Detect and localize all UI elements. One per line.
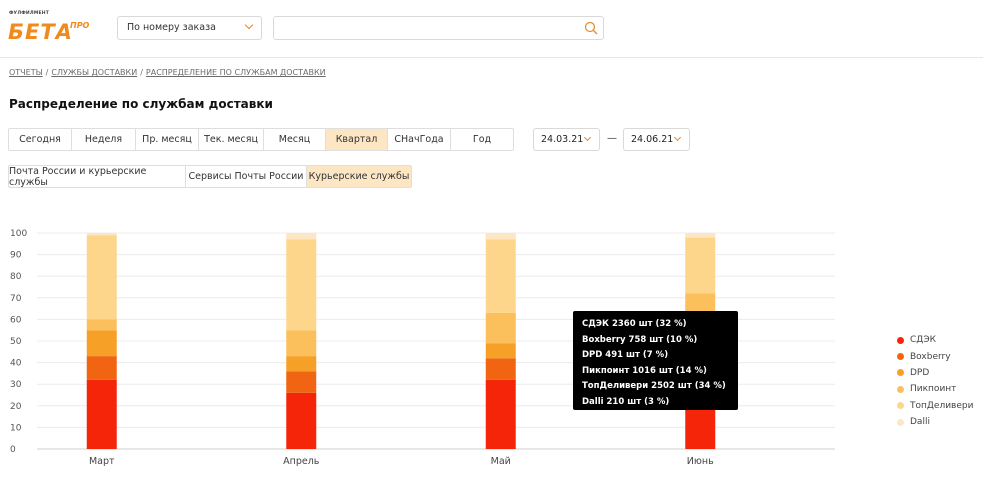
y-tick-label: 0 (10, 445, 16, 455)
bar-segment (286, 356, 317, 372)
bar-segment (685, 237, 716, 294)
legend-label: Dalli (910, 417, 930, 428)
bar-segment (286, 371, 317, 393)
stacked-bar-chart: 0 10 20 30 40 50 60 70 80 90 100 Март Апрель Май Июнь (10, 229, 835, 467)
y-tick-label: 30 (10, 380, 22, 390)
x-tick-label: Апрель (283, 456, 320, 467)
bar-segment (485, 239, 516, 313)
period-month-button[interactable]: Месяц (264, 129, 326, 150)
breadcrumb-item-delivery-services[interactable]: СЛУЖБЫ ДОСТАВКИ (51, 68, 138, 77)
tooltip-line: Dalli 210 шт (3 %) (582, 396, 670, 407)
tooltip-line: СДЭК 2360 шт (32 %) (582, 319, 687, 329)
service-filter: Почта России и курьерские службы Сервисы… (8, 165, 412, 188)
legend-color-dot (897, 369, 904, 377)
order-type-value: По номеру заказа (127, 22, 216, 33)
bar-segment (485, 379, 516, 449)
chevron-down-icon (583, 133, 592, 142)
legend-item[interactable]: Пикпоинт (897, 381, 973, 397)
date-from-value: 24.03.21 (541, 134, 584, 145)
date-to-value: 24.06.21 (631, 134, 674, 145)
period-week-button[interactable]: Неделя (72, 129, 136, 150)
search-input[interactable] (280, 18, 580, 41)
x-tick-label: Май (491, 456, 511, 467)
chart-legend: СДЭК Boxberry DPD Пикпоинт ТопДеливери D… (897, 332, 973, 430)
period-prev-month-button[interactable]: Пр. месяц (136, 129, 199, 150)
bar-segment (485, 343, 516, 359)
bar-segment (685, 233, 716, 238)
legend-color-dot (897, 336, 904, 344)
legend-item[interactable]: DPD (897, 365, 973, 381)
bar-segment (286, 233, 317, 240)
date-to-select[interactable]: 24.06.21 (623, 128, 690, 151)
period-quarter-button[interactable]: Квартал (326, 129, 388, 150)
top-header: ФУЛФИЛМЕНТ БЕТА ПРО По номеру заказа (0, 0, 983, 58)
x-tick-label: Март (89, 456, 115, 467)
y-tick-label: 90 (10, 251, 22, 261)
bar-segment (86, 330, 117, 357)
y-tick-label: 10 (10, 423, 22, 433)
breadcrumb-item-distribution[interactable]: РАСПРЕДЕЛЕНИЕ ПО СЛУЖБАМ ДОСТАВКИ (145, 68, 326, 77)
date-range-separator: — (607, 133, 617, 144)
tooltip-line: Пикпоинт 1016 шт (14 %) (582, 365, 707, 376)
chevron-down-icon (673, 133, 682, 142)
bar-segment (86, 356, 117, 380)
chevron-down-icon (244, 20, 254, 30)
breadcrumb: ОТЧЕТЫ / СЛУЖБЫ ДОСТАВКИ / РАСПРЕДЕЛЕНИЕ ПО … (9, 68, 326, 77)
chart-tooltip: СДЭК 2360 шт (32 %) Boxberry 758 шт (10 … (573, 311, 738, 410)
period-year-button[interactable]: Год (472, 134, 492, 145)
tooltip-line: DPD 491 шт (7 %) (582, 350, 669, 360)
breadcrumb-item-reports[interactable]: ОТЧЕТЫ (9, 68, 43, 77)
search-icon[interactable] (584, 21, 598, 35)
page-title: Распределение по службам доставки (9, 97, 273, 111)
tooltip-line: ТопДеливери 2502 шт (34 %) (582, 381, 726, 391)
y-tick-label: 100 (10, 229, 27, 239)
tooltip-line: Boxberry 758 шт (10 %) (582, 334, 698, 345)
period-selector: Сегодня Неделя Пр. месяц Тек. месяц Меся… (8, 128, 514, 151)
bar-segment (286, 330, 317, 357)
bar-segment (86, 379, 117, 449)
legend-label: СДЭК (910, 335, 936, 346)
period-current-month-button[interactable]: Тек. месяц (199, 129, 264, 150)
logo-pro-text: ПРО (70, 21, 90, 30)
legend-color-dot (897, 385, 904, 393)
bar-segment (485, 358, 516, 380)
period-ytd-button[interactable]: СНачГода (388, 129, 451, 150)
bar-segment (286, 239, 317, 331)
legend-item[interactable]: ТопДеливери (897, 398, 973, 414)
y-tick-label: 40 (10, 359, 22, 369)
order-type-select[interactable]: По номеру заказа (117, 16, 262, 40)
search-box (273, 16, 604, 41)
legend-label: DPD (910, 367, 930, 378)
y-tick-label: 70 (10, 294, 22, 304)
date-from-select[interactable]: 24.03.21 (533, 128, 600, 151)
y-tick-label: 50 (10, 337, 22, 347)
period-today-button[interactable]: Сегодня (9, 129, 72, 150)
service-all-button[interactable]: Почта России и курьерские службы (9, 166, 186, 188)
legend-color-dot (897, 353, 904, 361)
y-tick-label: 20 (10, 402, 22, 412)
bar-segment (86, 233, 117, 236)
bar-segment (485, 233, 516, 240)
service-couriers-button[interactable]: Курьерские службы (307, 166, 411, 187)
bar-segment (286, 392, 317, 449)
legend-label: Пикпоинт (910, 384, 957, 395)
bar-segment (86, 319, 117, 331)
bar-segment (86, 235, 117, 320)
y-tick-label: 80 (10, 272, 22, 282)
legend-item[interactable]: Boxberry (897, 348, 973, 364)
bar-segment (485, 312, 516, 344)
legend-label: Boxberry (910, 351, 951, 362)
service-russian-post-button[interactable]: Сервисы Почты России (186, 166, 307, 187)
y-tick-label: 60 (10, 315, 22, 325)
legend-item[interactable]: СДЭК (897, 332, 973, 348)
legend-color-dot (897, 402, 904, 410)
logo-main-text: БЕТА (8, 20, 73, 44)
logo-sup-text: ФУЛФИЛМЕНТ (9, 11, 50, 16)
legend-label: ТопДеливери (910, 400, 974, 411)
x-tick-label: Июнь (687, 456, 714, 467)
legend-item[interactable]: Dalli (897, 414, 973, 430)
legend-color-dot (897, 418, 904, 426)
company-logo[interactable]: ФУЛФИЛМЕНТ БЕТА ПРО (8, 11, 90, 44)
